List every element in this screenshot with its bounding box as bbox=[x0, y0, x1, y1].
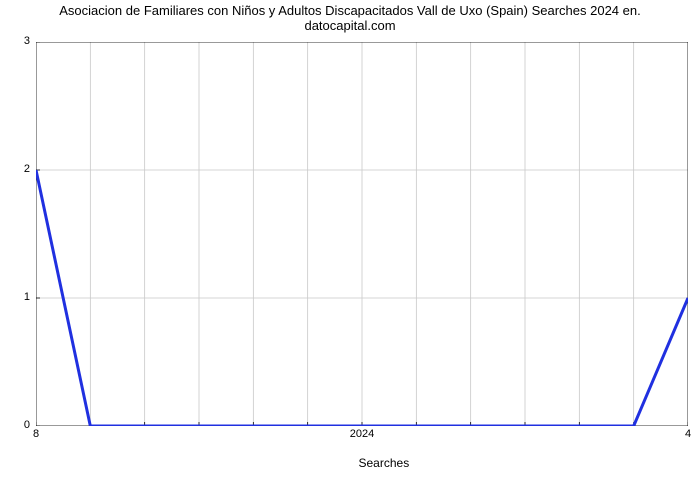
y-tick-label: 1 bbox=[0, 291, 30, 303]
y-tick-label: 2 bbox=[0, 163, 30, 175]
plot-svg bbox=[36, 42, 688, 426]
x-label-right: 4 bbox=[648, 428, 700, 440]
plot-area bbox=[36, 42, 688, 426]
x-label-center: 2024 bbox=[322, 428, 402, 440]
chart-title: Asociacion de Familiares con Niños y Adu… bbox=[0, 4, 700, 34]
chart-container: Asociacion de Familiares con Niños y Adu… bbox=[0, 0, 700, 500]
x-label-left: 8 bbox=[0, 428, 76, 440]
legend-label: Searches bbox=[359, 456, 410, 470]
legend: Searches bbox=[315, 456, 410, 470]
y-tick-label: 3 bbox=[0, 35, 30, 47]
